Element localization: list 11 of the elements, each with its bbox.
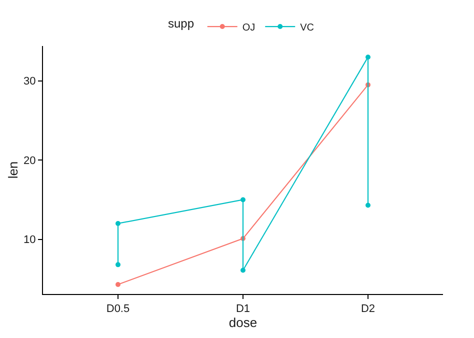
y-tick-label: 10 — [24, 234, 36, 246]
legend-title: supp — [168, 16, 194, 31]
y-axis-title: len — [6, 161, 20, 179]
x-tick-label: D0.5 — [106, 303, 130, 316]
legend-label: VC — [300, 22, 314, 34]
x-tick-label: D2 — [360, 303, 376, 316]
legend-label: OJ — [242, 22, 256, 34]
y-tick-label: 20 — [24, 154, 36, 167]
x-axis-title: dose — [228, 315, 258, 330]
x-tick-label: D1 — [236, 303, 250, 316]
y-tick-label: 30 — [24, 76, 36, 88]
